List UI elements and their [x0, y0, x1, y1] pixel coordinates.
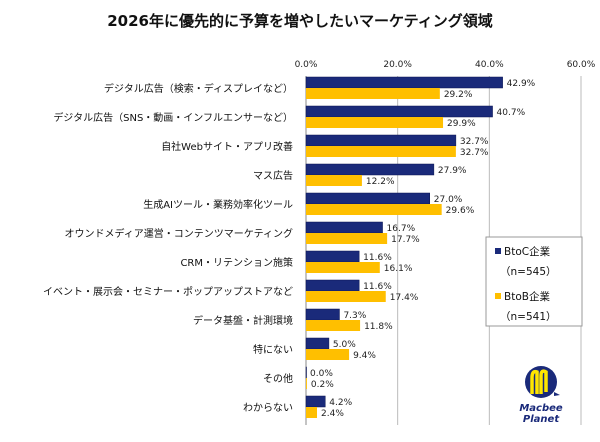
bar-btob — [306, 233, 388, 244]
category-label: オウンドメディア運営・コンテンツマーケティング — [65, 227, 294, 240]
bar-btoc — [305, 308, 340, 321]
category-label: 自社Webサイト・アプリ改善 — [161, 140, 293, 153]
legend-swatch-btoc — [495, 248, 501, 254]
legend-swatch-btob — [495, 293, 501, 299]
category-label: イベント・展示会・セミナー・ポップアップストアなど — [43, 285, 293, 298]
data-label: 32.7% — [460, 148, 489, 158]
bar-btob — [306, 262, 380, 273]
data-label: 2.4% — [321, 409, 344, 419]
bar-btoc — [305, 250, 360, 263]
bar-btob — [306, 407, 317, 418]
category-label: デジタル広告（SNS・動画・インフルエンサーなど） — [53, 111, 293, 124]
bar-btoc — [305, 337, 330, 350]
data-label: 16.7% — [387, 224, 416, 234]
bar-btoc — [305, 163, 435, 176]
legend-label-btob: BtoB企業 — [504, 290, 550, 303]
data-label: 4.2% — [329, 398, 352, 408]
data-label: 11.6% — [363, 253, 392, 263]
category-label: データ基盤・計測環境 — [193, 314, 293, 327]
bar-btoc — [305, 76, 503, 89]
data-label: 11.8% — [364, 322, 393, 332]
data-label: 32.7% — [460, 137, 489, 147]
bar-btob — [306, 349, 350, 360]
data-label: 40.7% — [497, 108, 526, 118]
chart-title: 2026年に優先的に予算を増やしたいマーケティング領域 — [107, 12, 493, 30]
bar-btoc — [305, 134, 457, 147]
data-label: 12.2% — [366, 177, 395, 187]
data-label: 29.2% — [444, 90, 473, 100]
data-label: 27.9% — [438, 166, 467, 176]
legend-n-btob: （n=541） — [500, 311, 557, 323]
category-label: マス広告 — [253, 169, 293, 182]
bar-btoc — [305, 192, 430, 205]
x-tick-label: 40.0% — [475, 60, 504, 70]
bar-btob — [306, 204, 442, 215]
data-label: 7.3% — [343, 311, 366, 321]
data-label: 16.1% — [384, 264, 413, 274]
data-label: 17.7% — [391, 235, 420, 245]
data-label: 0.0% — [310, 369, 333, 379]
x-tick-label: 0.0% — [295, 60, 318, 70]
category-label: わからない — [243, 402, 293, 414]
logo-text-2: Planet — [523, 414, 560, 425]
x-tick-label: 60.0% — [567, 60, 596, 70]
data-label: 11.6% — [363, 282, 392, 292]
bar-btob — [306, 320, 361, 331]
legend-n-btoc: （n=545） — [500, 266, 557, 278]
data-label: 17.4% — [390, 293, 419, 303]
legend-label-btoc: BtoC企業 — [504, 245, 551, 258]
data-label: 5.0% — [333, 340, 356, 350]
bar-btob — [306, 175, 362, 186]
legend: BtoC企業 （n=545） BtoB企業 （n=541） — [485, 236, 583, 327]
bar-btob — [306, 117, 444, 128]
data-label: 27.0% — [434, 195, 463, 205]
category-label: CRM・リテンション施策 — [180, 256, 293, 269]
bar-btob — [306, 88, 440, 99]
bar-btob — [306, 378, 307, 389]
bar-btoc — [305, 366, 307, 379]
bar-btoc — [305, 395, 326, 408]
category-label: 特にない — [253, 344, 293, 356]
data-label: 29.9% — [447, 119, 476, 129]
data-label: 0.2% — [311, 380, 334, 390]
data-label: 29.6% — [446, 206, 475, 216]
bar-btob — [306, 146, 456, 157]
bar-btoc — [305, 105, 493, 118]
logo-text-1: Macbee — [519, 403, 563, 414]
category-label: デジタル広告（検索・ディスプレイなど） — [104, 82, 293, 95]
macbee-planet-logo: Macbee Planet — [519, 366, 563, 425]
bar-btoc — [305, 279, 360, 292]
category-label: その他 — [263, 372, 293, 385]
bar-btoc — [305, 221, 383, 234]
legend-box — [485, 236, 583, 327]
category-label: 生成AIツール・業務効率化ツール — [143, 198, 293, 211]
x-tick-label: 20.0% — [383, 60, 412, 70]
data-label: 9.4% — [353, 351, 376, 361]
bar-btob — [306, 291, 386, 302]
data-label: 42.9% — [507, 79, 536, 89]
